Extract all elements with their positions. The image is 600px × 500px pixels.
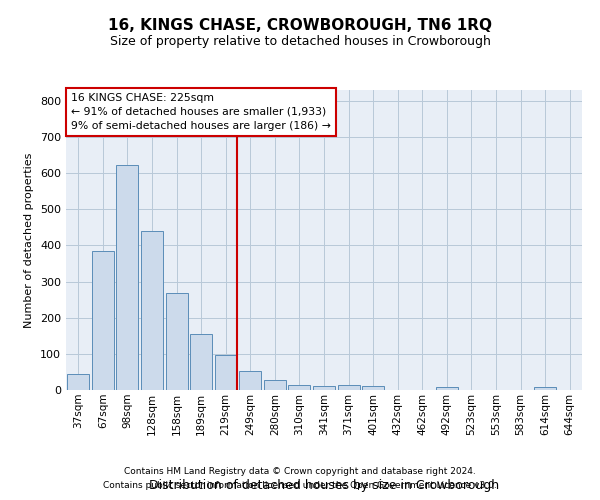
Bar xyxy=(67,374,89,390)
Text: 16 KINGS CHASE: 225sqm
← 91% of detached houses are smaller (1,933)
9% of semi-d: 16 KINGS CHASE: 225sqm ← 91% of detached… xyxy=(71,93,331,131)
Text: Contains public sector information licensed under the Open Government Licence v3: Contains public sector information licen… xyxy=(103,481,497,490)
Bar xyxy=(534,387,556,390)
Bar xyxy=(141,231,163,390)
Y-axis label: Number of detached properties: Number of detached properties xyxy=(25,152,34,328)
Bar xyxy=(313,386,335,390)
Bar xyxy=(289,384,310,390)
Bar xyxy=(215,355,237,390)
Text: 16, KINGS CHASE, CROWBOROUGH, TN6 1RQ: 16, KINGS CHASE, CROWBOROUGH, TN6 1RQ xyxy=(108,18,492,32)
Bar xyxy=(190,334,212,390)
X-axis label: Distribution of detached houses by size in Crowborough: Distribution of detached houses by size … xyxy=(149,480,499,492)
Bar xyxy=(362,386,384,390)
Bar xyxy=(239,371,262,390)
Bar xyxy=(116,165,139,390)
Bar xyxy=(92,251,114,390)
Bar xyxy=(264,380,286,390)
Bar xyxy=(436,388,458,390)
Text: Size of property relative to detached houses in Crowborough: Size of property relative to detached ho… xyxy=(110,35,490,48)
Bar xyxy=(338,386,359,390)
Bar xyxy=(166,293,188,390)
Text: Contains HM Land Registry data © Crown copyright and database right 2024.: Contains HM Land Registry data © Crown c… xyxy=(124,467,476,476)
